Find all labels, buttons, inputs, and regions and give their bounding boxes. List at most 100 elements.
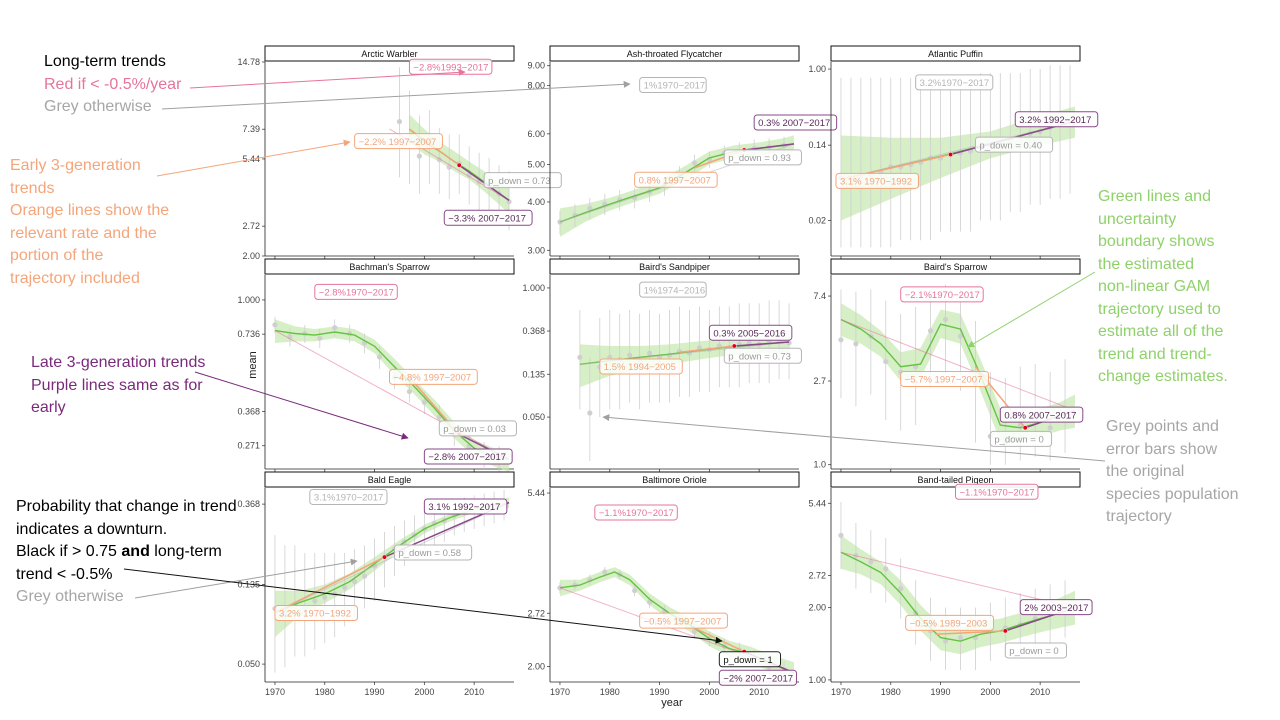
x-tick-label: 2000: [980, 687, 1000, 697]
y-tick-label: 0.14: [808, 140, 826, 150]
data-point: [942, 638, 949, 644]
long-term-trend-label: −1.1%1970−2017: [960, 487, 1035, 498]
panel-title: Baltimore Oriole: [642, 475, 707, 485]
late-trend-line: [734, 341, 790, 347]
annotation-long-term-title: Long-term trends: [44, 53, 166, 70]
annotation-long-term-red: Red if < -0.5%/year: [44, 75, 182, 93]
data-point: [853, 341, 859, 347]
long-term-trend-label: −1.1%1970−2017: [599, 508, 674, 519]
long-term-trend-line: [840, 319, 1076, 412]
annotation-grey-points-line: Grey points and: [1106, 418, 1219, 435]
p-down-label-box: [438, 420, 517, 437]
data-point: [272, 322, 278, 328]
data-point: [696, 345, 703, 351]
late-trend-label: 0.3% 2005−2016: [713, 328, 785, 339]
long-term-trend-label: 1%1974−2016: [644, 285, 706, 296]
y-tick-label: 1.000: [237, 295, 260, 305]
y-tick-label: 2.72: [242, 221, 260, 231]
p-down-label: p_down = 0.73: [728, 351, 791, 362]
early-trend-label: −5.7% 1997−2007: [905, 375, 983, 386]
y-tick-label: 2.7: [813, 376, 826, 386]
early-trend-label: −0.5% 1989−2003: [910, 619, 988, 630]
data-point: [577, 354, 583, 360]
y-tick-label: 0.050: [522, 412, 545, 422]
data-point: [883, 566, 889, 572]
data-point: [602, 569, 608, 575]
long-term-trend-label-box: [314, 283, 398, 300]
panel-strip: [264, 258, 515, 275]
panel-title: Baird's Sandpiper: [639, 262, 710, 272]
data-point: [868, 559, 874, 565]
early-trend-label: −2.2% 1997−2007: [359, 137, 437, 148]
annotation-early-line: trajectory included: [10, 269, 140, 287]
data-point: [838, 337, 844, 343]
change-point: [1022, 425, 1028, 431]
early-trend-label: 1.5% 1994−2005: [604, 362, 676, 373]
change-point: [456, 162, 462, 168]
long-term-trend-label: −2.1%1970−2017: [905, 290, 980, 301]
annotation-probability-black-suffix: long-term: [149, 543, 222, 560]
annotation-gam-line: boundary shows: [1098, 233, 1215, 250]
panel-strip: [264, 45, 515, 62]
p-down-label: p_down = 0.93: [728, 153, 791, 164]
late-trend-label-box: [753, 114, 838, 131]
annotation-long-term: Long-term trends Red if < -0.5%/year Gre…: [44, 51, 181, 119]
x-tick-label: 1970: [265, 687, 285, 697]
data-point: [587, 410, 593, 416]
early-trend-line: [679, 345, 735, 353]
annotation-early-line: Orange lines show the: [10, 202, 170, 219]
p-down-label: p_down = 0.73: [488, 176, 551, 187]
early-trend-label: −0.5% 1997−2007: [644, 616, 722, 627]
data-point: [376, 354, 383, 360]
early-trend-line: [274, 556, 385, 614]
annotation-gam-line: Green lines and: [1098, 188, 1211, 205]
annotation-probability-line: Probability that change in trend: [16, 498, 237, 515]
y-tick-label: 7.4: [813, 291, 826, 301]
panel-bachman-s-sparrow: Bachman's Sparrow 0.271 0.368 0.736 1.000 −2.…: [237, 258, 517, 475]
late-trend-label: 3.2% 1992−2017: [1019, 115, 1091, 126]
long-term-trend-line: [840, 551, 1076, 609]
panel-baltimore-oriole: Baltimore Oriole 2.00 2.72 5.44 1970 1980 1990…: [527, 471, 800, 697]
annotation-probability-line: trend < -0.5%: [16, 565, 113, 583]
y-tick-label: 0.368: [237, 407, 260, 417]
arrow-grey-points: [602, 414, 1106, 462]
data-point: [838, 532, 844, 538]
p-down-label-box: [723, 347, 802, 364]
panel-baird-s-sandpiper: Baird's Sandpiper 0.050 0.135 0.368 1.000 1%1…: [522, 258, 802, 472]
change-point: [1002, 628, 1008, 634]
p-down-label: p_down = 0.40: [979, 140, 1042, 151]
x-tick-label: 1990: [650, 687, 670, 697]
arrow-long-term-grey: [161, 80, 631, 110]
early-trend-label-box: [274, 605, 358, 622]
y-tick-label: 0.050: [237, 659, 260, 669]
early-trend-label-box: [900, 370, 990, 387]
data-point: [406, 388, 413, 395]
panel-title: Atlantic Puffin: [928, 49, 983, 59]
long-term-trend-line: [274, 502, 510, 614]
y-tick-label: 2.72: [808, 571, 826, 581]
y-tick-label: 6.00: [527, 129, 545, 139]
arrow-p-down-grey: [134, 558, 358, 599]
annotation-probability-black: Black if > 0.75 and long-term: [16, 541, 237, 564]
annotation-gam-line: estimate all of the: [1098, 323, 1224, 340]
p-down-label-box: [483, 172, 562, 189]
annotation-probability: Probability that change in trend indicat…: [16, 496, 237, 609]
data-point: [352, 578, 358, 585]
long-term-trend-label-box: [955, 483, 1039, 500]
long-term-trend-label-box: [900, 286, 984, 303]
long-term-trend-label: −2.8%1993−2017: [413, 62, 488, 73]
panel-arctic-warbler: Arctic Warbler2.002.725.447.3914.78−2.8%…: [237, 45, 562, 261]
long-term-trend-label-box: [639, 281, 707, 298]
long-term-trend-label-box: [594, 504, 678, 521]
x-tick-label: 1990: [365, 687, 385, 697]
x-tick-label: 1990: [931, 687, 951, 697]
early-trend-label-box: [634, 171, 718, 188]
panel-baird-s-sparrow: Baird's Sparrow 1.0 2.7 7.4 −2.1%1970−2017 −5…: [813, 258, 1084, 472]
annotation-gam-line: uncertainty: [1098, 210, 1177, 228]
long-term-trend-label-box: [639, 76, 707, 93]
y-tick-label: 2.72: [527, 608, 545, 618]
annotation-gam-line: the estimated: [1098, 255, 1195, 273]
early-trend-label: −4.8% 1997−2007: [394, 373, 472, 384]
panel-band-tailed-pigeon: Band-tailed Pigeon 1.00 2.00 2.72 5.44 1970 19…: [808, 471, 1093, 697]
